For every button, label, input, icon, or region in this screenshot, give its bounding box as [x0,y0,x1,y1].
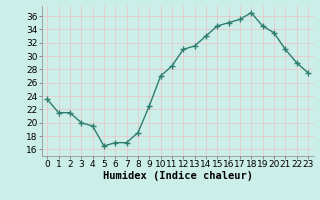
X-axis label: Humidex (Indice chaleur): Humidex (Indice chaleur) [103,171,252,181]
